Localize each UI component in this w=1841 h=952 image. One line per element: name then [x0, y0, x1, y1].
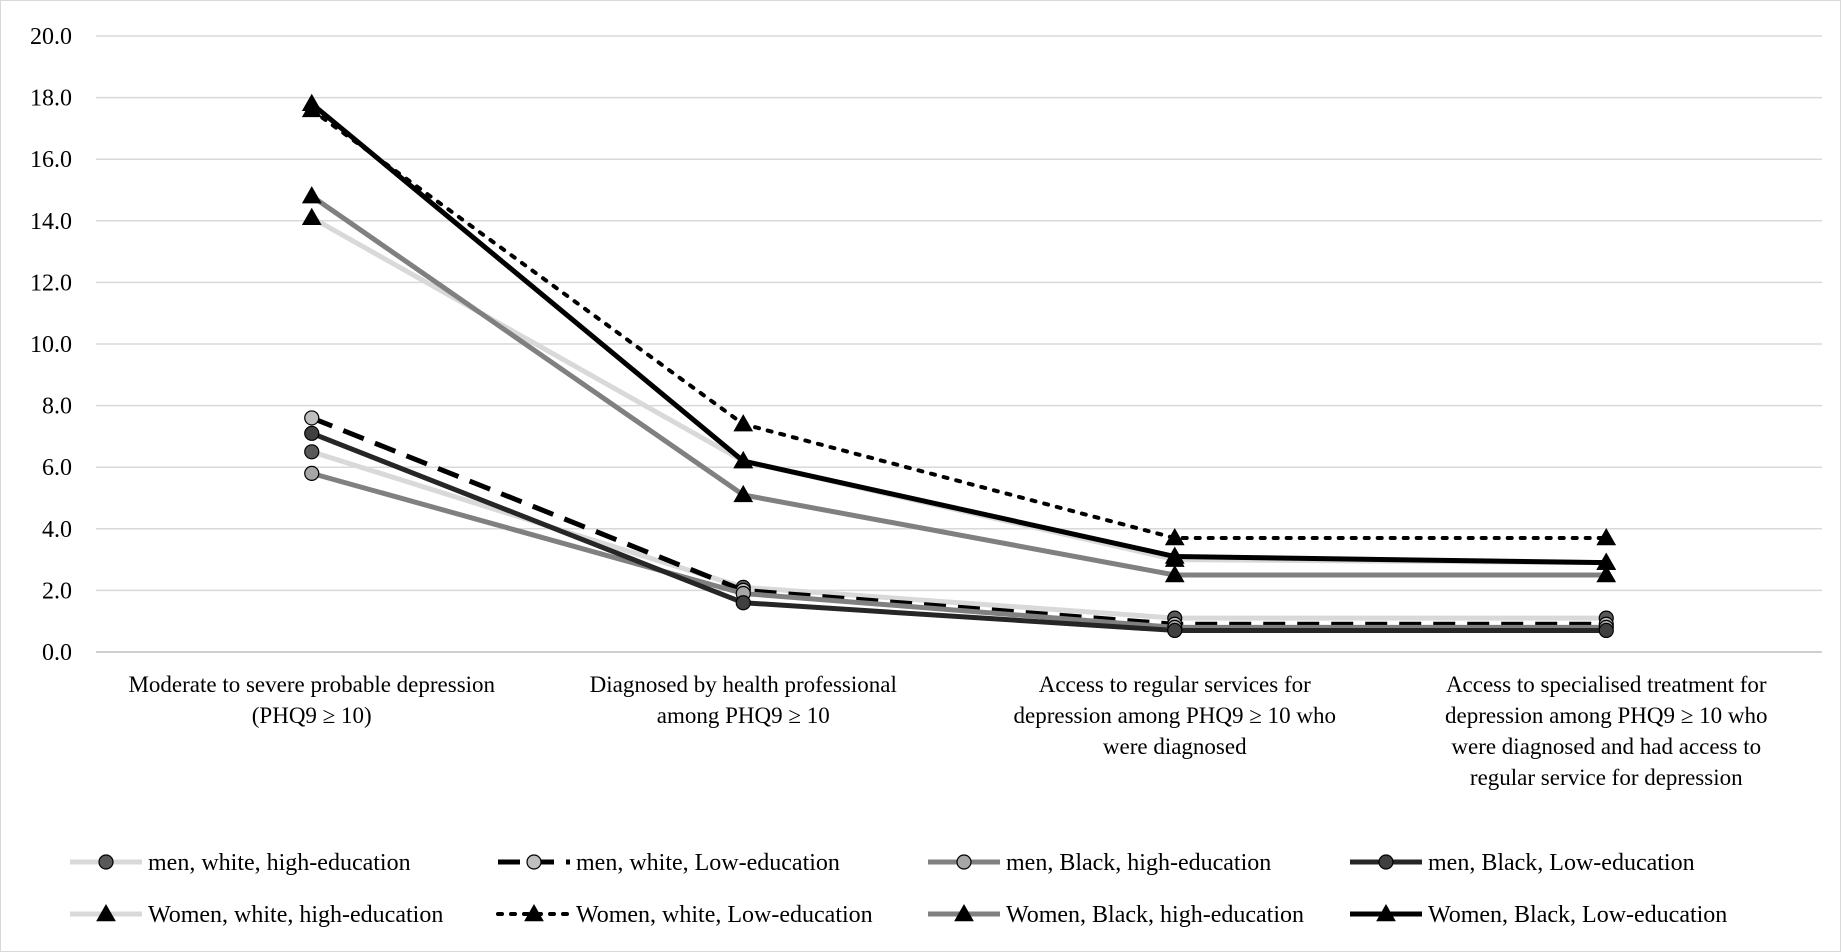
data-point — [733, 414, 754, 432]
data-point — [304, 425, 320, 441]
legend-swatch-marker — [954, 903, 974, 922]
series-6 — [301, 99, 1617, 546]
data-point — [733, 484, 754, 503]
legend-label: men, Black, Low-education — [1428, 850, 1695, 876]
data-point — [304, 465, 320, 481]
legend-entry: Women, Black, Low-education — [1350, 902, 1727, 928]
y-tick-label: 18.0 — [30, 86, 72, 112]
legend-entry: Women, white, high-education — [70, 902, 443, 928]
x-axis-category-labels: Moderate to severe probable depression (P… — [128, 672, 1767, 790]
data-point — [1596, 564, 1617, 583]
y-tick-label: 2.0 — [42, 578, 72, 604]
legend-label: Women, white, high-education — [148, 902, 443, 928]
data-point — [735, 595, 751, 611]
legend-entry: Women, white, Low-education — [496, 902, 873, 928]
series-lines — [301, 93, 1617, 639]
data-point — [301, 93, 322, 112]
series-line — [310, 415, 1607, 627]
data-point — [1596, 552, 1617, 570]
y-tick-label: 6.0 — [42, 455, 72, 481]
legend-swatch-marker — [956, 854, 972, 870]
x-category-label: Moderate to severe probable depression (P… — [128, 672, 495, 728]
y-axis-tick-labels: 0.0 2.0 4.0 6.0 8.0 10.0 12.0 14.0 16.0 18.0 20.0 — [30, 24, 72, 666]
y-tick-label: 16.0 — [30, 147, 72, 173]
data-point — [1167, 622, 1183, 639]
legend-label: Women, Black, high-education — [1006, 902, 1304, 928]
legend-entry: men, white, high-education — [70, 850, 411, 876]
y-tick-label: 20.0 — [30, 24, 72, 50]
legend-label: Women, Black, Low-education — [1428, 902, 1727, 928]
legend-swatch-marker — [96, 903, 116, 922]
legend-swatch-marker — [526, 854, 542, 870]
data-point — [301, 186, 322, 204]
legend-swatch-marker — [98, 854, 114, 870]
data-point — [1598, 622, 1614, 639]
legend-label: Women, white, Low-education — [576, 902, 873, 928]
data-point — [1596, 528, 1617, 546]
y-tick-label: 0.0 — [42, 640, 72, 666]
y-tick-label: 8.0 — [42, 394, 72, 420]
gridlines — [96, 35, 1822, 653]
data-point — [1164, 546, 1185, 564]
series-8 — [301, 93, 1617, 570]
series-line — [310, 101, 1607, 566]
legend-label: men, white, high-education — [148, 850, 411, 876]
legend: men, white, high-education men, white, Lo… — [70, 850, 1727, 928]
data-point — [304, 444, 320, 460]
legend-swatch-marker — [1376, 903, 1396, 922]
series-7 — [301, 186, 1617, 583]
y-tick-label: 12.0 — [30, 270, 72, 296]
legend-entry: men, Black, Low-education — [1350, 850, 1695, 876]
legend-swatch-marker — [524, 903, 544, 922]
y-tick-label: 14.0 — [30, 209, 72, 235]
legend-entry: men, Black, high-education — [928, 850, 1271, 876]
data-point — [733, 451, 754, 469]
x-category-label: Access to specialised treatment for depre… — [1445, 672, 1767, 790]
data-point — [301, 207, 322, 225]
series-line — [310, 194, 1607, 578]
y-tick-label: 10.0 — [30, 332, 72, 358]
series-line — [311, 470, 1607, 630]
data-point — [304, 410, 320, 426]
data-point — [1164, 528, 1185, 546]
y-tick-label: 4.0 — [42, 517, 72, 543]
x-category-label: Diagnosed by health professional among PH… — [590, 672, 897, 728]
legend-label: men, white, Low-education — [576, 850, 840, 876]
series-4 — [304, 425, 1614, 639]
data-point — [1164, 564, 1185, 583]
series-line — [310, 430, 1607, 633]
x-category-label: Access to regular services for depression… — [1014, 672, 1336, 759]
series-line — [309, 107, 1609, 541]
legend-swatch-marker — [1378, 854, 1394, 870]
legend-entry: men, white, Low-education — [498, 850, 840, 876]
legend-entry: Women, Black, high-education — [928, 902, 1304, 928]
legend-label: men, Black, high-education — [1006, 850, 1271, 876]
